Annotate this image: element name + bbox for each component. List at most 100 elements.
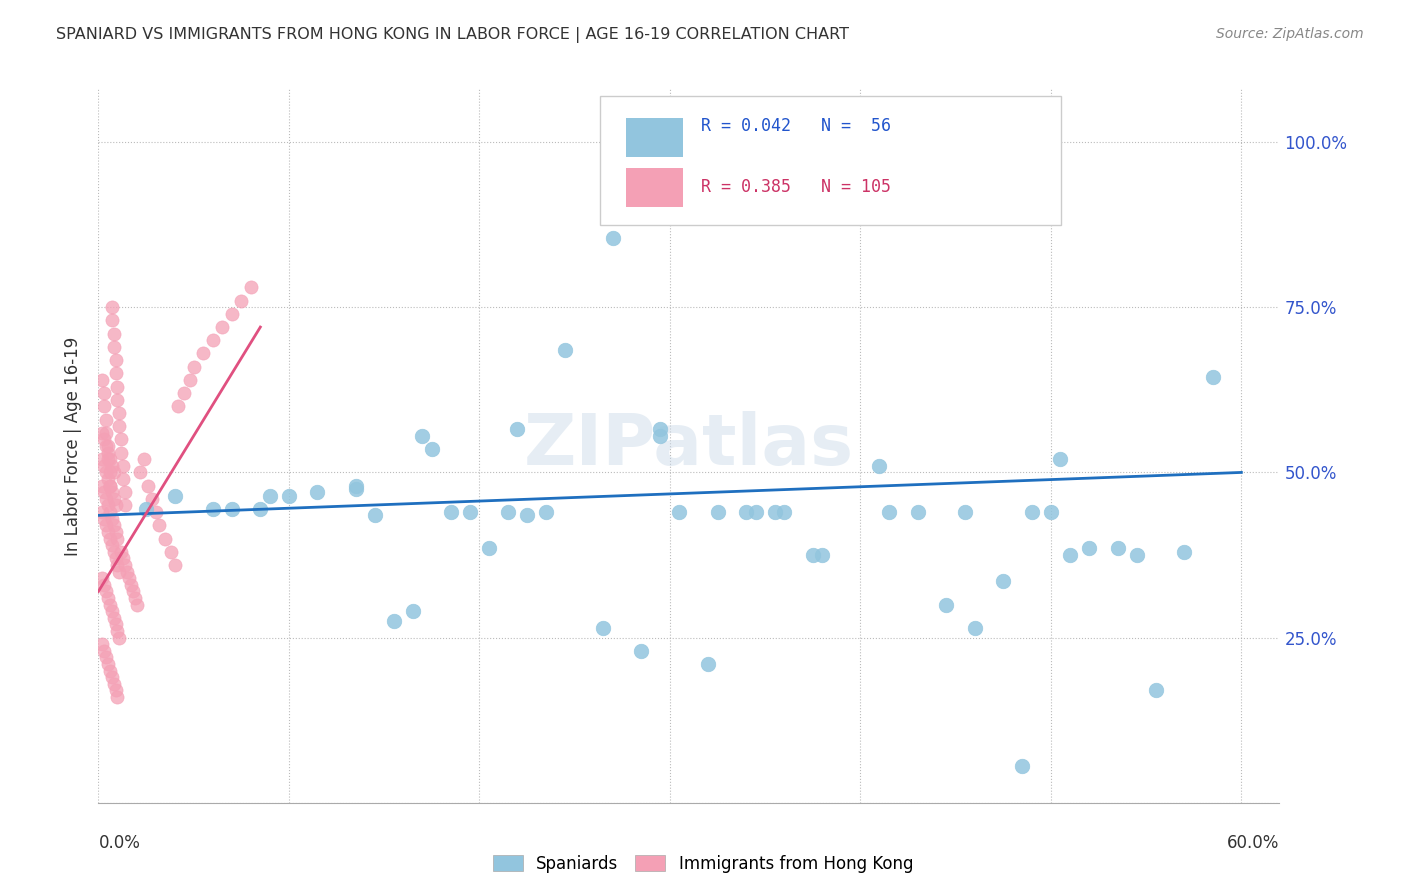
Point xyxy=(107,532,129,546)
Point xyxy=(148,518,170,533)
Point xyxy=(104,683,127,698)
Point xyxy=(650,422,672,436)
Point xyxy=(112,551,135,566)
Point xyxy=(167,400,190,414)
Legend: Spaniards, Immigrants from Hong Kong: Spaniards, Immigrants from Hong Kong xyxy=(486,848,920,880)
Point xyxy=(124,591,146,605)
Point xyxy=(94,439,117,453)
Point xyxy=(259,489,281,503)
Point xyxy=(93,400,115,414)
Point xyxy=(98,664,121,678)
Point xyxy=(103,518,125,533)
Point xyxy=(534,505,557,519)
Point xyxy=(107,392,129,407)
Point xyxy=(94,412,117,426)
Point xyxy=(100,300,122,314)
Point xyxy=(103,340,125,354)
Point xyxy=(94,518,117,533)
Text: R = 0.042   N =  56: R = 0.042 N = 56 xyxy=(700,118,891,136)
Point xyxy=(145,505,167,519)
Point xyxy=(103,545,125,559)
Point xyxy=(93,511,115,525)
Point xyxy=(98,505,121,519)
Text: 0.0%: 0.0% xyxy=(98,834,141,852)
Point xyxy=(94,425,117,440)
Point xyxy=(115,565,138,579)
Point xyxy=(108,419,131,434)
Point xyxy=(107,690,129,704)
Point xyxy=(120,578,142,592)
Point xyxy=(93,485,115,500)
Point xyxy=(104,551,127,566)
Point xyxy=(104,353,127,368)
Point xyxy=(94,466,117,480)
Point xyxy=(763,505,786,519)
Point xyxy=(129,466,152,480)
Text: ZIPatlas: ZIPatlas xyxy=(524,411,853,481)
Point xyxy=(93,386,115,401)
Point xyxy=(103,491,125,506)
Point xyxy=(249,501,271,516)
Point xyxy=(697,657,720,671)
Point xyxy=(104,524,127,539)
Point xyxy=(193,346,215,360)
Point xyxy=(516,508,538,523)
Point xyxy=(735,505,758,519)
Point xyxy=(668,505,690,519)
Point xyxy=(93,578,115,592)
Point xyxy=(98,452,121,467)
Point xyxy=(363,508,385,523)
Point xyxy=(1125,548,1147,562)
Point xyxy=(104,499,127,513)
Point xyxy=(201,501,224,516)
Point xyxy=(100,538,122,552)
Point xyxy=(877,505,900,519)
Point xyxy=(1039,505,1062,519)
Point xyxy=(849,152,872,166)
Point xyxy=(1202,369,1225,384)
FancyBboxPatch shape xyxy=(626,168,683,207)
Point xyxy=(100,670,122,684)
Point xyxy=(97,472,120,486)
Point xyxy=(103,466,125,480)
Point xyxy=(153,532,176,546)
Point xyxy=(100,604,122,618)
Point xyxy=(91,637,114,651)
Point xyxy=(277,489,299,503)
Point xyxy=(211,320,233,334)
Point xyxy=(103,611,125,625)
Point xyxy=(94,650,117,665)
Point xyxy=(650,429,672,443)
Point xyxy=(344,478,367,492)
Point xyxy=(107,624,129,638)
Point xyxy=(1144,683,1167,698)
Point xyxy=(121,584,143,599)
FancyBboxPatch shape xyxy=(626,118,683,157)
Point xyxy=(97,452,120,467)
Point xyxy=(136,478,159,492)
Point xyxy=(100,511,122,525)
Point xyxy=(98,478,121,492)
Point xyxy=(592,621,614,635)
Point xyxy=(1107,541,1129,556)
Point xyxy=(402,604,425,618)
Point xyxy=(811,548,834,562)
Point xyxy=(239,280,262,294)
Point xyxy=(98,478,121,492)
Point xyxy=(114,485,136,500)
Point xyxy=(993,574,1015,589)
Point xyxy=(97,499,120,513)
Point xyxy=(173,386,195,401)
Point xyxy=(114,558,136,572)
Point xyxy=(107,558,129,572)
Text: SPANIARD VS IMMIGRANTS FROM HONG KONG IN LABOR FORCE | AGE 16-19 CORRELATION CHA: SPANIARD VS IMMIGRANTS FROM HONG KONG IN… xyxy=(56,27,849,43)
Y-axis label: In Labor Force | Age 16-19: In Labor Force | Age 16-19 xyxy=(65,336,83,556)
Point xyxy=(440,505,463,519)
Point xyxy=(108,565,131,579)
Point xyxy=(91,373,114,387)
Point xyxy=(98,532,121,546)
Point xyxy=(93,433,115,447)
Point xyxy=(93,644,115,658)
Point xyxy=(1078,541,1101,556)
Point xyxy=(1049,452,1071,467)
